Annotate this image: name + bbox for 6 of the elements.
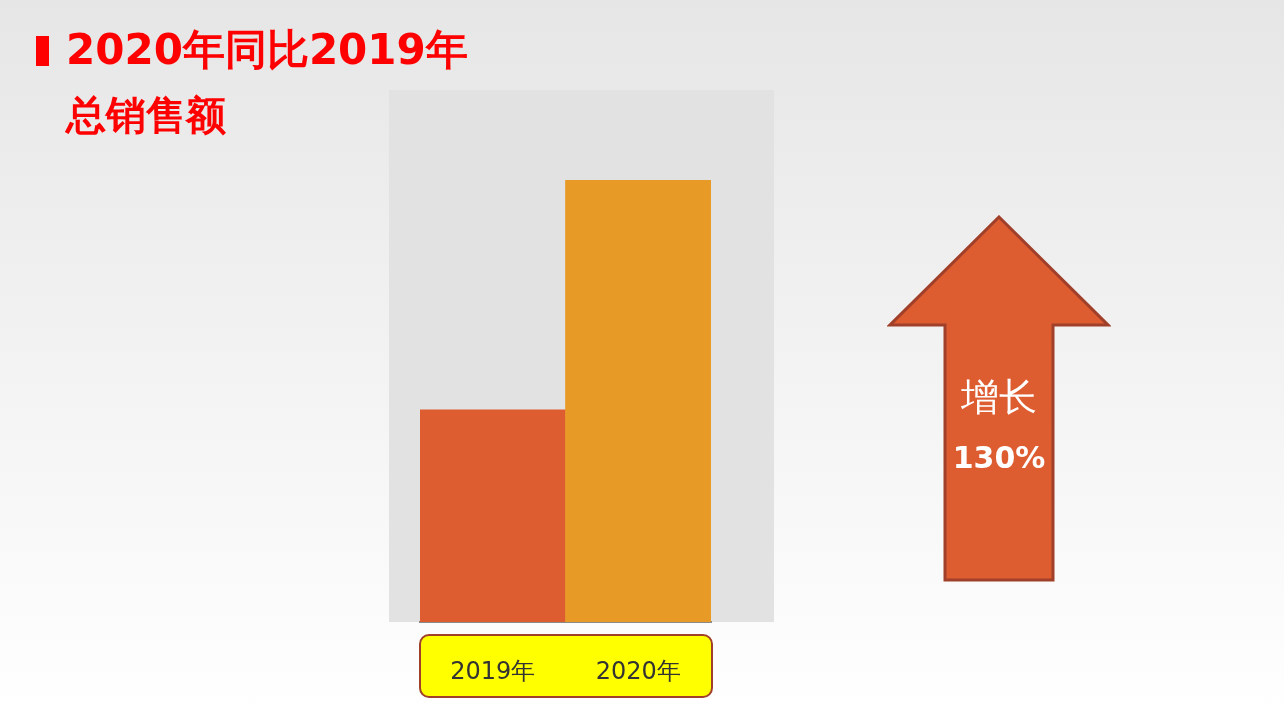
chart-title: 2020年同比2019年 — [66, 24, 468, 76]
x-tick-label: 2019年 — [450, 656, 536, 685]
x-tick-label: 2020年 — [595, 656, 681, 685]
text: 增长 — [960, 374, 1038, 421]
chart-subtitle: 总销售额 — [66, 91, 226, 140]
text: 130% — [951, 440, 1047, 475]
